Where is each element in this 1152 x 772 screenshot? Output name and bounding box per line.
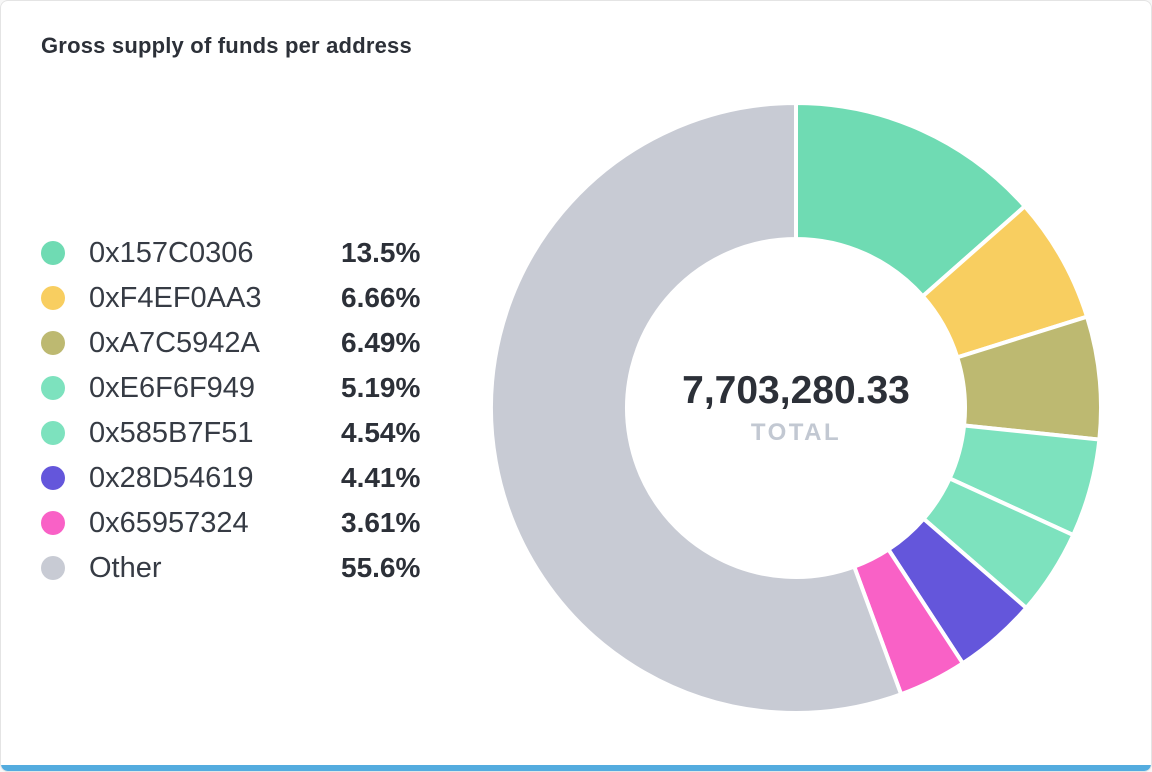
legend-label: 0xE6F6F949 <box>89 371 256 404</box>
legend-percent: 13.5% <box>341 237 421 268</box>
legend-item[interactable]: Other 55.6% <box>41 552 420 584</box>
legend-item[interactable]: 0x157C0306 13.5% <box>41 237 420 269</box>
legend-percent: 3.61% <box>341 507 421 538</box>
legend-item[interactable]: 0xA7C5942A 6.49% <box>41 327 420 359</box>
legend-color-dot <box>41 376 65 400</box>
legend-label: 0x157C0306 <box>89 236 254 269</box>
legend-percent: 6.49% <box>341 327 421 358</box>
legend-percent: 6.66% <box>341 282 421 313</box>
legend-percent: 5.19% <box>341 372 421 403</box>
donut-slice-other[interactable] <box>489 101 904 715</box>
donut-chart: 7,703,280.33 TOTAL <box>488 100 1104 716</box>
legend-label: 0xF4EF0AA3 <box>89 281 262 314</box>
legend-color-dot <box>41 331 65 355</box>
legend-label: 0x65957324 <box>89 506 249 539</box>
legend-color-dot <box>41 511 65 535</box>
legend-percent: 4.41% <box>341 462 421 493</box>
legend-item[interactable]: 0xF4EF0AA3 6.66% <box>41 282 420 314</box>
legend-item[interactable]: 0x65957324 3.61% <box>41 507 420 539</box>
legend-item[interactable]: 0xE6F6F949 5.19% <box>41 372 420 404</box>
legend-color-dot <box>41 286 65 310</box>
legend-percent: 4.54% <box>341 417 421 448</box>
legend-label: Other <box>89 551 162 584</box>
legend-color-dot <box>41 466 65 490</box>
legend-color-dot <box>41 421 65 445</box>
legend-color-dot <box>41 556 65 580</box>
legend-label: 0x28D54619 <box>89 461 254 494</box>
donut-svg <box>489 101 1103 715</box>
legend-label: 0xA7C5942A <box>89 326 260 359</box>
bottom-blue-bar <box>1 765 1151 771</box>
chart-legend: 0x157C0306 13.5% 0xF4EF0AA3 6.66% 0xA7C5942A… <box>41 237 420 584</box>
chart-title: Gross supply of funds per address <box>41 33 412 58</box>
legend-color-dot <box>41 241 65 265</box>
legend-item[interactable]: 0x585B7F51 4.54% <box>41 417 420 449</box>
legend-item[interactable]: 0x28D54619 4.41% <box>41 462 420 494</box>
legend-percent: 55.6% <box>341 552 421 583</box>
legend-label: 0x585B7F51 <box>89 416 254 449</box>
